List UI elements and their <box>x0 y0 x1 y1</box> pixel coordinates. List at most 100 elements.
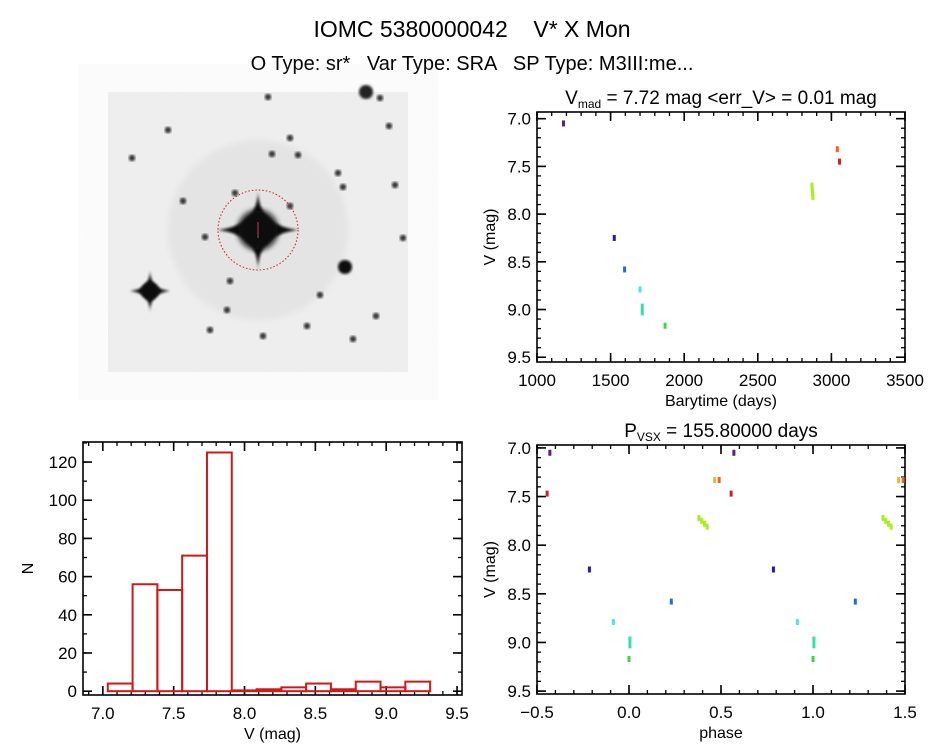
y-tick-label: 8.5 <box>507 585 531 604</box>
data-point <box>640 309 644 316</box>
y-tick-label: 9.0 <box>507 633 531 652</box>
x-tick-label: 9.0 <box>374 704 398 723</box>
y-tick-label: 0 <box>68 682 77 701</box>
star <box>259 332 267 340</box>
y-tick-label: 7.0 <box>507 439 531 458</box>
data-point <box>717 477 721 484</box>
histogram-bar <box>106 682 134 693</box>
data-point <box>611 619 615 626</box>
star <box>286 134 294 142</box>
data-point <box>795 619 799 626</box>
x-tick-label: 3500 <box>886 371 924 390</box>
histogram-bar <box>280 686 308 693</box>
histogram-bar <box>131 583 159 693</box>
star <box>316 291 324 299</box>
y-tick-label: 7.0 <box>507 110 531 129</box>
data-point <box>729 490 733 497</box>
y-tick-label: 8.5 <box>507 253 531 272</box>
x-tick-label: −0.5 <box>520 703 554 722</box>
data-point <box>713 477 717 484</box>
data-point <box>811 190 815 197</box>
star <box>376 94 384 102</box>
data-point <box>561 120 565 127</box>
star <box>385 122 393 130</box>
figure-title: IOMC 5380000042 V* X Mon <box>313 16 631 42</box>
y-tick-label: 100 <box>49 491 77 510</box>
x-axis-label: phase <box>699 725 743 742</box>
data-point <box>835 146 839 153</box>
y-tick-label: 120 <box>49 453 77 472</box>
data-point <box>881 514 885 521</box>
x-tick-label: 0.0 <box>617 703 641 722</box>
data-point <box>771 566 775 573</box>
plot-title: Vmad = 7.72 mag <err_V> = 0.01 mag <box>565 88 877 111</box>
axes-frame <box>536 444 906 695</box>
y-tick-label: 9.0 <box>507 301 531 320</box>
data-point <box>897 477 901 484</box>
data-point <box>812 636 816 643</box>
y-tick-label: 8.0 <box>507 536 531 555</box>
data-point <box>548 449 552 456</box>
histogram-bar <box>305 682 332 693</box>
y-tick-label: 7.5 <box>507 157 531 176</box>
x-tick-label: 9.5 <box>445 704 469 723</box>
histogram-bar <box>156 588 184 693</box>
histogram-bar <box>354 680 382 693</box>
x-tick-label: 8.5 <box>304 704 328 723</box>
phase-plot: −0.5 0.0 0.5 1.0 1.5 7.0 7.5 8.0 8.5 9.0 9.5 phase V… <box>482 421 917 742</box>
x-tick-label: 2000 <box>665 371 703 390</box>
star <box>206 326 214 334</box>
y-tick-label: 9.5 <box>507 348 531 367</box>
sky-image <box>108 85 408 372</box>
histogram-bar <box>329 688 357 693</box>
histogram-bar <box>404 680 432 693</box>
title-rest: = 7.72 mag <err_V> = 0.01 mag <box>601 88 877 109</box>
data-point <box>627 655 631 662</box>
data-point <box>640 303 644 310</box>
data-point <box>587 566 591 573</box>
data-point <box>732 449 736 456</box>
star <box>359 85 373 99</box>
y-axis-label: V (mag) <box>482 209 499 266</box>
data-point <box>628 636 632 643</box>
title-subscript: VSX <box>637 430 661 444</box>
data-point <box>669 598 673 605</box>
star <box>164 126 172 134</box>
data-point <box>901 477 905 484</box>
x-tick-label: 1000 <box>518 371 556 390</box>
star <box>339 183 347 191</box>
title-main: P <box>624 421 637 442</box>
data-point <box>612 234 616 241</box>
x-tick-label: 2500 <box>739 371 777 390</box>
histogram-bar <box>205 451 233 693</box>
data-point <box>700 517 704 524</box>
star <box>399 234 407 242</box>
x-tick-label: 7.5 <box>162 704 186 723</box>
figure-subtitle: O Type: sr* Var Type: SRA SP Type: M3III… <box>250 53 694 75</box>
x-axis-label: V (mag) <box>244 726 301 743</box>
star <box>268 150 276 158</box>
star <box>391 181 399 189</box>
star <box>128 154 136 162</box>
star <box>179 197 187 205</box>
title-main: V <box>565 88 578 109</box>
data-point <box>545 490 549 497</box>
x-tick-label: 1.0 <box>801 703 825 722</box>
star <box>303 322 311 330</box>
data-point <box>810 182 814 189</box>
title-rest: = 155.80000 days <box>661 421 818 442</box>
y-tick-label: 40 <box>58 606 77 625</box>
data-point <box>853 598 857 605</box>
data-point <box>702 520 706 527</box>
y-tick-label: 20 <box>58 644 77 663</box>
star <box>223 306 231 314</box>
y-tick-label: 7.5 <box>507 488 531 507</box>
data-point <box>884 517 888 524</box>
data-point <box>663 322 667 329</box>
star <box>294 151 302 159</box>
y-axis-label: N <box>20 563 37 575</box>
x-tick-label: 1.5 <box>893 703 917 722</box>
target-circle <box>217 189 299 271</box>
star <box>349 335 357 343</box>
star <box>231 189 239 197</box>
